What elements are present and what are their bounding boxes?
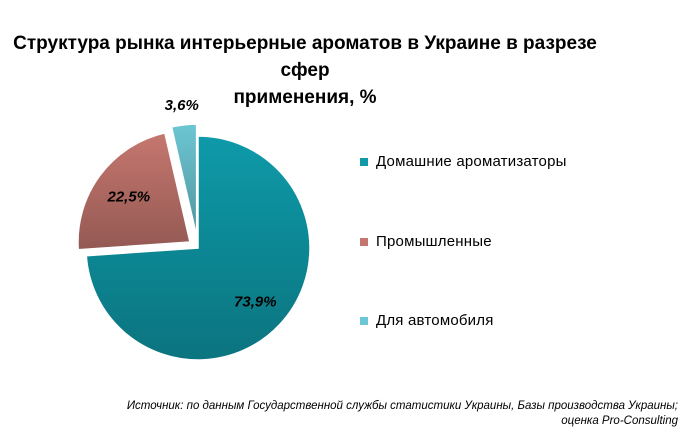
legend-label-2: Промышленные bbox=[376, 233, 492, 250]
source-line-2: оценка Pro-Consulting bbox=[561, 415, 678, 427]
legend-label-3: Для автомобиля bbox=[376, 312, 494, 329]
chart-title-line-2: применения, % bbox=[233, 87, 377, 108]
legend-item-2: Промышленные bbox=[360, 233, 492, 250]
pie-slice-1 bbox=[85, 135, 311, 361]
source-line-1: Источник: по данным Государственной служ… bbox=[126, 400, 678, 412]
pie-slice-2 bbox=[77, 131, 191, 251]
data-label-3: 3,6% bbox=[165, 97, 199, 114]
legend-item-3: Для автомобиля bbox=[360, 312, 494, 329]
legend-swatch-1 bbox=[360, 157, 368, 166]
legend-item-1: Домашние ароматизаторы bbox=[360, 153, 567, 170]
legend-swatch-3 bbox=[360, 316, 368, 325]
source-note: Источник: по данным Государственной служ… bbox=[127, 399, 678, 429]
pie-slice-3 bbox=[170, 123, 198, 237]
chart-title: Структура рынка интерьерные ароматов в У… bbox=[0, 30, 610, 111]
data-label-2: 22,5% bbox=[107, 189, 151, 206]
legend-swatch-2 bbox=[360, 237, 368, 246]
legend-label-1: Домашние ароматизаторы bbox=[376, 153, 567, 170]
pie-chart: 73,9% 22,5% 3,6% bbox=[77, 97, 311, 361]
chart-title-line-1: Структура рынка интерьерные ароматов в У… bbox=[13, 33, 597, 81]
data-label-1: 73,9% bbox=[234, 293, 277, 310]
